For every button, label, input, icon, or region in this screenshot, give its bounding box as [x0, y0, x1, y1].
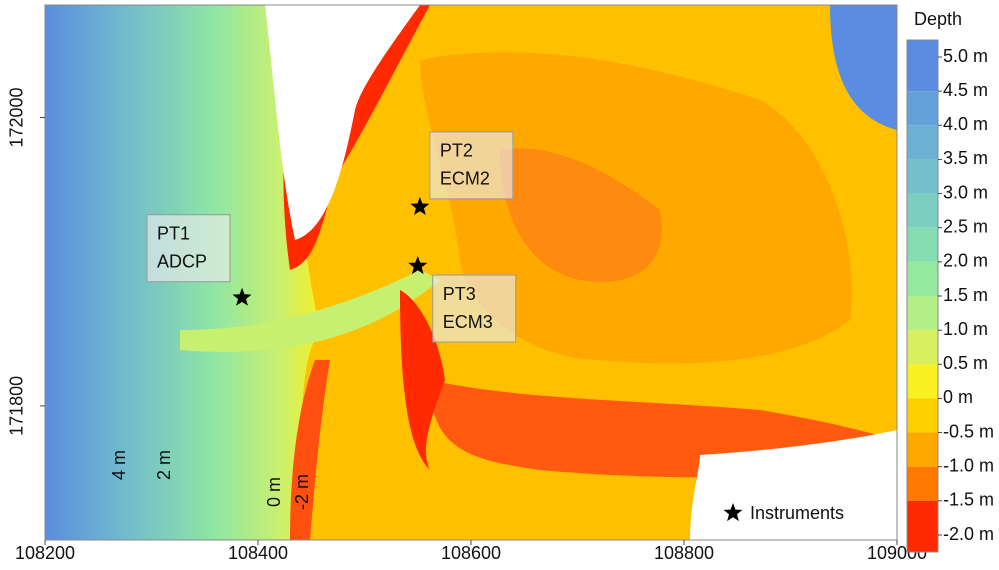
instrument-name: PT1	[157, 223, 190, 243]
bathymetry	[45, 5, 897, 540]
colorbar-band	[907, 91, 938, 126]
colorbar-tick-label: 4.5 m	[943, 80, 988, 100]
colorbar-tick-label: 0 m	[943, 387, 973, 407]
x-tick-label: 108600	[441, 543, 501, 563]
instrument-device: ADCP	[157, 251, 207, 271]
instrument-label-box	[146, 214, 231, 283]
colorbar-band	[907, 432, 938, 467]
colorbar-tick-label: 2.5 m	[943, 216, 988, 236]
instrument-name: PT2	[440, 141, 473, 161]
y-tick-label: 172000	[7, 87, 27, 147]
x-tick-label: 108200	[15, 543, 75, 563]
y-tick-label: 171800	[7, 376, 27, 436]
colorbar-tick-label: 1.0 m	[943, 319, 988, 339]
instrument-device: ECM2	[440, 169, 490, 189]
colorbar-band	[907, 261, 938, 296]
colorbar-band	[907, 193, 938, 228]
x-tick-label: 108800	[654, 543, 714, 563]
colorbar-band	[907, 364, 938, 399]
instrument-label-box	[432, 274, 517, 343]
colorbar-band	[907, 500, 938, 552]
colorbar-tick-label: 3.5 m	[943, 148, 988, 168]
contour-label: 2 m	[154, 450, 174, 480]
contour-label: 4 m	[109, 450, 129, 480]
colorbar-band	[907, 227, 938, 262]
colorbar-tick-label: -2.0 m	[943, 524, 994, 544]
colorbar-band	[907, 398, 938, 433]
colorbar-tick-label: -1.5 m	[943, 490, 994, 510]
legend-label: Instruments	[750, 503, 844, 523]
colorbar-band	[907, 466, 938, 501]
colorbar-tick-label: 2.0 m	[943, 251, 988, 271]
instrument-star	[410, 196, 430, 215]
colorbar-tick-label: 3.0 m	[943, 182, 988, 202]
instrument-star	[408, 256, 428, 275]
colorbar-tick-label: 5.0 m	[943, 46, 988, 66]
contour-label: 0 m	[264, 477, 284, 507]
instrument-label-box	[429, 131, 514, 200]
contour-label: -2 m	[292, 474, 312, 510]
colorbar-tick-label: -1.0 m	[943, 455, 994, 475]
colorbar-tick-label: 4.0 m	[943, 114, 988, 134]
instrument-device: ECM3	[443, 312, 493, 332]
colorbar-tick-label: -0.5 m	[943, 421, 994, 441]
instrument-star	[232, 287, 252, 306]
colorbar-title: Depth	[914, 9, 962, 29]
colorbar-band	[907, 330, 938, 365]
x-tick-label: 108400	[228, 543, 288, 563]
colorbar-band	[907, 125, 938, 160]
instrument-name: PT3	[443, 284, 476, 304]
colorbar-band	[907, 40, 938, 92]
legend-star	[723, 503, 743, 522]
colorbar-band	[907, 296, 938, 331]
colorbar-tick-label: 1.5 m	[943, 285, 988, 305]
colorbar-tick-label: 0.5 m	[943, 353, 988, 373]
colorbar-band	[907, 159, 938, 194]
